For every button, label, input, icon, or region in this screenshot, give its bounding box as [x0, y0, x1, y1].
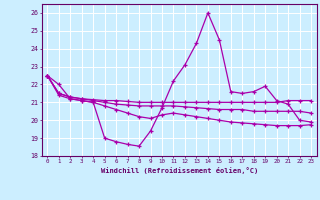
X-axis label: Windchill (Refroidissement éolien,°C): Windchill (Refroidissement éolien,°C): [100, 167, 258, 174]
